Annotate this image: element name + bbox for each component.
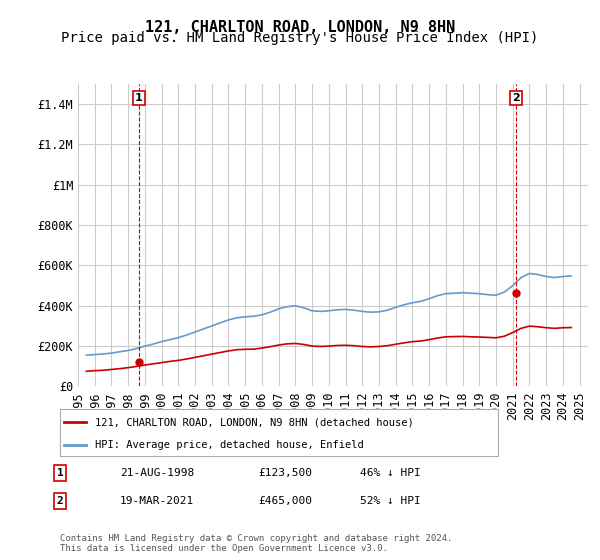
Text: Contains HM Land Registry data © Crown copyright and database right 2024.
This d: Contains HM Land Registry data © Crown c…: [60, 534, 452, 553]
Text: 52% ↓ HPI: 52% ↓ HPI: [360, 496, 421, 506]
Text: 2: 2: [56, 496, 64, 506]
Text: HPI: Average price, detached house, Enfield: HPI: Average price, detached house, Enfi…: [95, 440, 364, 450]
Text: Price paid vs. HM Land Registry's House Price Index (HPI): Price paid vs. HM Land Registry's House …: [61, 31, 539, 45]
Text: 1: 1: [56, 468, 64, 478]
Text: 121, CHARLTON ROAD, LONDON, N9 8HN: 121, CHARLTON ROAD, LONDON, N9 8HN: [145, 20, 455, 35]
Text: £465,000: £465,000: [258, 496, 312, 506]
Text: 46% ↓ HPI: 46% ↓ HPI: [360, 468, 421, 478]
Text: 1: 1: [135, 93, 143, 103]
Text: 19-MAR-2021: 19-MAR-2021: [120, 496, 194, 506]
Text: 2: 2: [512, 93, 520, 103]
Text: £123,500: £123,500: [258, 468, 312, 478]
Text: 121, CHARLTON ROAD, LONDON, N9 8HN (detached house): 121, CHARLTON ROAD, LONDON, N9 8HN (deta…: [95, 417, 414, 427]
Text: 21-AUG-1998: 21-AUG-1998: [120, 468, 194, 478]
